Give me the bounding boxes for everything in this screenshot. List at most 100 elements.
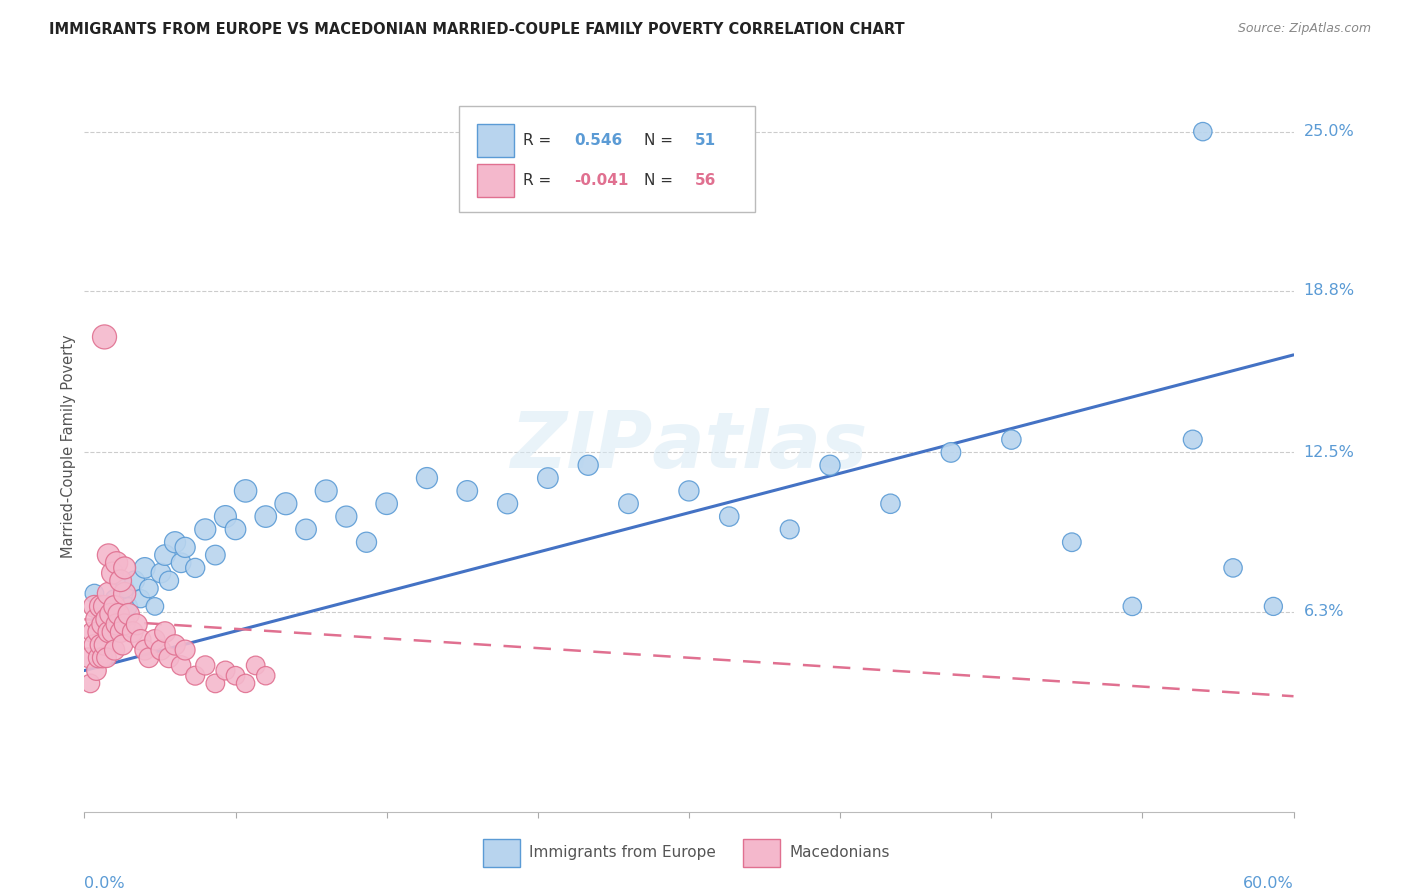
Text: 18.8%: 18.8% [1303, 284, 1355, 298]
Point [138, 650, 160, 665]
Text: Macedonians: Macedonians [789, 846, 890, 860]
FancyBboxPatch shape [744, 838, 780, 867]
Point [104, 599, 127, 614]
Text: -0.041: -0.041 [574, 173, 628, 188]
Point [245, 658, 267, 673]
Text: R =: R = [523, 173, 551, 188]
Point [129, 632, 152, 647]
Point [235, 676, 257, 690]
Text: ZIP​atlas: ZIP​atlas [510, 408, 868, 484]
Point [174, 541, 197, 555]
Point [153, 548, 176, 562]
Point [89, 638, 111, 652]
Point [87, 625, 110, 640]
Point [118, 607, 141, 621]
Point [214, 664, 236, 678]
Text: 56: 56 [695, 173, 717, 188]
Point [235, 483, 257, 498]
Point [138, 582, 160, 596]
Point [416, 471, 439, 485]
Point [89, 612, 111, 626]
Text: R =: R = [523, 133, 551, 148]
Point [1060, 535, 1083, 549]
Point [100, 607, 122, 621]
Point [104, 643, 127, 657]
Point [204, 548, 226, 562]
Point [77, 650, 100, 665]
Point [718, 509, 741, 524]
Point [91, 617, 114, 632]
Text: IMMIGRANTS FROM EUROPE VS MACEDONIAN MARRIED-COUPLE FAMILY POVERTY CORRELATION C: IMMIGRANTS FROM EUROPE VS MACEDONIAN MAR… [49, 22, 905, 37]
Point [194, 658, 217, 673]
Point [97, 625, 120, 640]
Point [87, 650, 110, 665]
Point [110, 625, 132, 640]
Point [496, 497, 519, 511]
Point [93, 599, 115, 614]
Point [96, 612, 118, 626]
Point [194, 523, 217, 537]
Point [204, 676, 226, 690]
Y-axis label: Married-Couple Family Poverty: Married-Couple Family Poverty [60, 334, 76, 558]
Text: 25.0%: 25.0% [1303, 124, 1354, 139]
Point [779, 523, 801, 537]
Point [93, 638, 115, 652]
Point [165, 638, 187, 652]
Point [79, 676, 101, 690]
Text: 12.5%: 12.5% [1303, 445, 1354, 460]
Point [125, 617, 148, 632]
Point [83, 586, 105, 600]
Text: 51: 51 [695, 133, 716, 148]
Point [110, 612, 132, 626]
Text: 60.0%: 60.0% [1243, 876, 1294, 891]
Text: 0.546: 0.546 [574, 133, 623, 148]
Point [617, 497, 640, 511]
FancyBboxPatch shape [478, 164, 513, 197]
Point [121, 625, 143, 640]
Point [254, 669, 277, 683]
Point [678, 483, 700, 498]
Point [149, 566, 172, 580]
Point [225, 669, 247, 683]
Point [93, 599, 115, 614]
FancyBboxPatch shape [478, 124, 513, 157]
Point [89, 599, 111, 614]
Point [101, 625, 124, 640]
Text: 6.3%: 6.3% [1303, 604, 1344, 619]
Point [1181, 433, 1204, 447]
Point [184, 561, 207, 575]
Point [86, 612, 108, 626]
Point [576, 458, 599, 473]
Point [105, 556, 128, 570]
Point [184, 669, 207, 683]
Point [315, 483, 337, 498]
Point [143, 632, 166, 647]
Point [170, 658, 193, 673]
Point [165, 535, 187, 549]
Point [274, 497, 297, 511]
FancyBboxPatch shape [460, 106, 755, 212]
Point [214, 509, 236, 524]
Point [879, 497, 901, 511]
Point [91, 650, 114, 665]
Point [118, 599, 141, 614]
Point [129, 591, 152, 606]
Point [124, 574, 146, 588]
Point [153, 625, 176, 640]
Point [170, 556, 193, 570]
Point [111, 638, 134, 652]
Point [149, 643, 172, 657]
Point [114, 617, 136, 632]
Point [83, 638, 105, 652]
Point [105, 617, 128, 632]
Point [134, 643, 156, 657]
Text: Source: ZipAtlas.com: Source: ZipAtlas.com [1237, 22, 1371, 36]
Point [96, 650, 118, 665]
Point [1121, 599, 1143, 614]
Point [86, 664, 108, 678]
Point [114, 586, 136, 600]
Point [143, 599, 166, 614]
Point [97, 586, 120, 600]
Point [254, 509, 277, 524]
Point [93, 330, 115, 344]
